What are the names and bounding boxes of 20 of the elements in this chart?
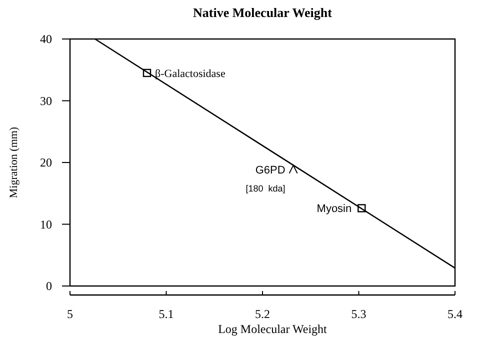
x-tick-label: 5.2 (255, 307, 270, 321)
x-tick-label: 5.4 (448, 307, 462, 321)
y-axis-title: Migration (mm) (8, 126, 20, 198)
annotation: β-Galactosidase (155, 68, 226, 80)
point (358, 204, 366, 212)
annotation: G6PD (255, 164, 286, 176)
y-tick-label: 30 (40, 94, 52, 108)
x-tick-label: 5.3 (351, 307, 366, 321)
x-tick-label: 5.1 (158, 307, 174, 321)
point (142, 68, 152, 78)
y-tick-label: 0 (46, 279, 52, 293)
y-tick-label: 20 (40, 156, 52, 170)
x-axis-title: Log Molecular Weight (218, 322, 328, 336)
x-tick-label: 5 (67, 307, 73, 321)
y-tick-label: 40 (40, 32, 52, 46)
chart-title: Native Molecular Weight (193, 5, 333, 20)
y-tick-label: 10 (40, 217, 52, 232)
point (288, 164, 298, 174)
annotation: [180 kda] (246, 183, 286, 194)
annotation: Myosin (316, 203, 352, 216)
